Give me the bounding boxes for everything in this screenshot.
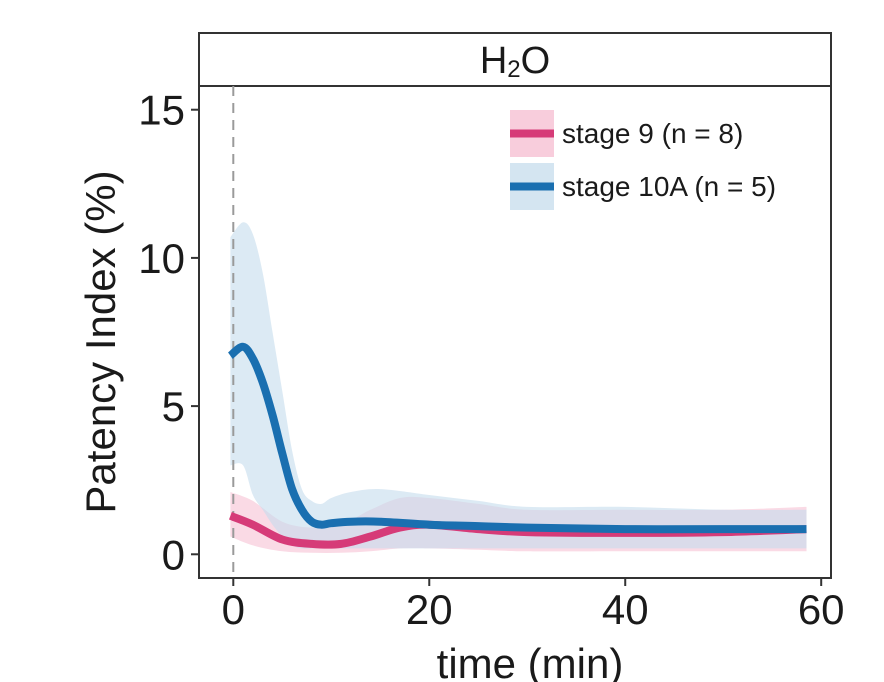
x-tick-label: 40 <box>602 586 649 633</box>
panel-title: H2O <box>480 40 550 83</box>
series-lines <box>227 342 807 549</box>
y-tick-label: 15 <box>138 87 185 134</box>
y-tick-label: 10 <box>138 235 185 282</box>
legend-label-2: stage 10A (n = 5) <box>562 171 776 202</box>
panel-title-subscript: 2 <box>507 56 520 83</box>
x-tick-label: 0 <box>222 586 245 633</box>
line-series-2 <box>227 342 807 534</box>
panel-title-main: H <box>480 40 507 82</box>
legend: stage 9 (n = 8) stage 10A (n = 5) <box>510 110 776 210</box>
band-series-2 <box>230 222 807 549</box>
y-tick-label: 5 <box>162 383 185 430</box>
panel-strip <box>198 32 832 87</box>
legend-label-1: stage 9 (n = 8) <box>562 118 743 149</box>
y-axis-title: Patency Index (%) <box>77 170 124 513</box>
x-tick-label: 20 <box>406 586 453 633</box>
axes: 0 20 40 60 0 5 10 15 <box>138 87 844 633</box>
x-axis-title: time (min) <box>437 640 624 682</box>
y-tick-label: 0 <box>162 531 185 578</box>
panel-title-end: O <box>521 40 551 82</box>
x-tick-label: 60 <box>798 586 845 633</box>
